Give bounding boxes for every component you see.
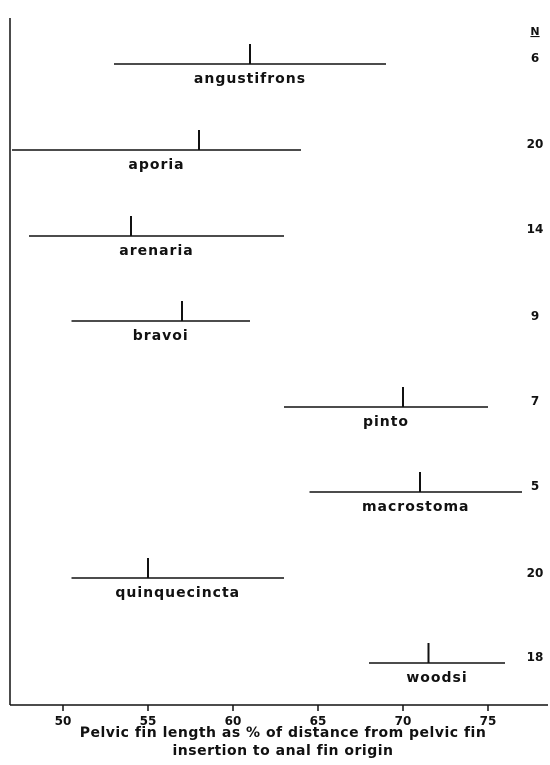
species-label: woodsi — [406, 670, 467, 686]
x-tick-label: 50 — [55, 714, 72, 728]
x-axis-label-line-2: insertion to anal fin origin — [172, 743, 393, 759]
sample-size-label: 6 — [531, 51, 539, 65]
n-column-header: N — [530, 25, 539, 38]
sample-size-label: 18 — [527, 650, 544, 664]
species-label: angustifrons — [194, 71, 306, 87]
species-label: quinquecincta — [115, 585, 240, 601]
x-tick-label: 65 — [310, 714, 327, 728]
x-tick-label: 75 — [480, 714, 497, 728]
sample-size-label: 9 — [531, 309, 539, 323]
species-label: bravoi — [133, 328, 189, 344]
species-label: pinto — [363, 414, 409, 430]
species-label: arenaria — [119, 243, 193, 259]
sample-size-label: 20 — [527, 137, 544, 151]
sample-size-label: 14 — [527, 222, 544, 236]
species-label: aporia — [128, 157, 184, 173]
x-tick-label: 70 — [395, 714, 412, 728]
x-tick-label: 60 — [225, 714, 242, 728]
sample-size-label: 5 — [531, 479, 539, 493]
sample-size-label: 20 — [527, 566, 544, 580]
sample-size-label: 7 — [531, 394, 539, 408]
species-label: macrostoma — [362, 499, 470, 515]
x-axis-label-line-1: Pelvic fin length as % of distance from … — [80, 725, 487, 741]
x-tick-label: 55 — [140, 714, 157, 728]
